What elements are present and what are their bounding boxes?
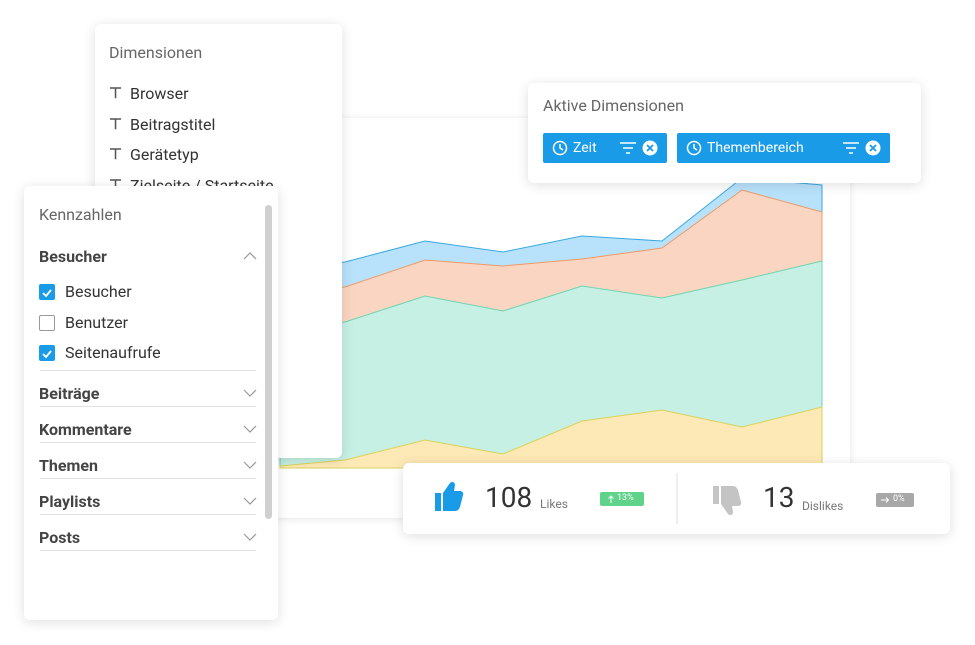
dislikes-change: 0% — [893, 494, 905, 504]
dimension-item[interactable]: Beitragstitel — [130, 114, 216, 134]
dislikes-value: 13 — [763, 481, 795, 514]
panel-title: Kennzahlen — [39, 205, 122, 224]
chevron[interactable] — [243, 424, 257, 434]
dimension-chip[interactable]: Themenbereich — [677, 133, 890, 163]
checkbox[interactable] — [39, 345, 55, 361]
separator — [40, 405, 256, 407]
dimension-chip[interactable]: Zeit — [543, 133, 667, 163]
chevron[interactable] — [243, 460, 257, 470]
likes-unit: Likes — [540, 497, 568, 511]
chart-card — [250, 118, 850, 518]
chip-label: Themenbereich — [707, 140, 804, 156]
chevron[interactable] — [243, 251, 257, 261]
chip-label: Zeit — [573, 140, 597, 156]
checkmark — [42, 350, 52, 359]
chevron[interactable] — [243, 388, 257, 398]
metrics-panel: Kennzahlen Besucher Besucher Benutzer Seite… — [24, 186, 278, 620]
checkbox-label[interactable]: Seitenaufrufe — [65, 343, 161, 362]
panel-title: Aktive Dimensionen — [543, 96, 684, 115]
area-chart — [279, 177, 823, 469]
checkbox-label[interactable]: Benutzer — [65, 312, 129, 332]
separator — [40, 441, 256, 443]
stats-panel: 108 Likes 13% 13 Dislikes 0% — [403, 463, 950, 534]
dislikes-unit: Dislikes — [802, 499, 844, 513]
group-header[interactable]: Besucher — [39, 247, 107, 266]
chip-icons — [552, 140, 658, 156]
group-header[interactable]: Playlists — [39, 491, 101, 511]
chevron[interactable] — [243, 496, 257, 506]
active-dimensions-panel: Aktive Dimensionen Zeit Themenbereich — [528, 83, 921, 183]
checkbox[interactable] — [39, 314, 55, 331]
checkmark — [42, 289, 52, 298]
separator — [40, 513, 256, 515]
separator — [40, 369, 256, 371]
chip-icons — [686, 140, 881, 156]
group-header[interactable]: Kommentare — [39, 419, 132, 439]
checkbox-label[interactable]: Besucher — [65, 282, 132, 301]
separator — [40, 477, 256, 479]
dimension-item[interactable]: Gerätetyp — [130, 145, 199, 164]
likes-change: 13% — [617, 493, 634, 503]
checkbox[interactable] — [39, 284, 55, 300]
type-icon: ⊤ — [109, 145, 123, 163]
stats-icons — [435, 473, 914, 524]
scrollbar[interactable] — [265, 205, 272, 519]
group-header[interactable]: Themen — [39, 455, 98, 475]
likes-value: 108 — [485, 481, 533, 514]
type-icon: ⊤ — [109, 114, 123, 133]
group-header[interactable]: Posts — [39, 527, 81, 547]
chevron[interactable] — [243, 532, 257, 542]
type-icon: ⊤ — [109, 84, 123, 102]
separator — [40, 549, 256, 551]
dimension-item[interactable]: Browser — [130, 84, 189, 103]
panel-title: Dimensionen — [109, 43, 203, 62]
group-header[interactable]: Beiträge — [39, 383, 100, 403]
